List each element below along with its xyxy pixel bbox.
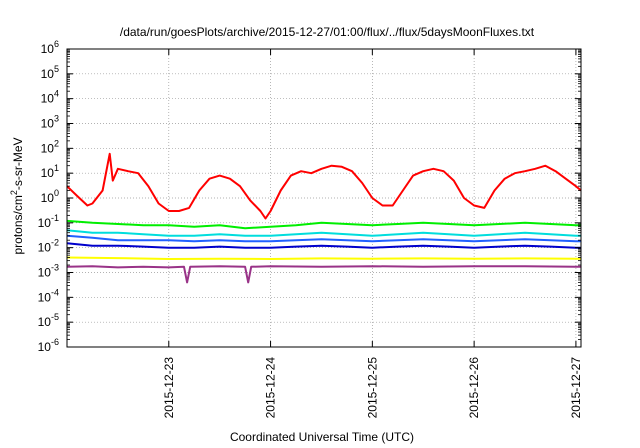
y-axis-label-sup: 2 bbox=[9, 190, 19, 195]
y-tick-label: 10-4 bbox=[38, 287, 59, 304]
series-line-5 bbox=[66, 256, 581, 260]
y-tick-label: 10-6 bbox=[38, 337, 59, 354]
y-tick-label: 10-3 bbox=[38, 263, 59, 280]
x-tick-label: 2015-12-25 bbox=[365, 357, 379, 419]
y-tick-label: 101 bbox=[41, 163, 59, 180]
y-tick-label: 10-5 bbox=[38, 312, 59, 329]
y-tick-label: 100 bbox=[41, 188, 59, 205]
chart-title: /data/run/goesPlots/archive/2015-12-27/0… bbox=[120, 25, 535, 39]
series-line-0 bbox=[66, 152, 582, 220]
x-tick-label: 2015-12-24 bbox=[264, 357, 278, 419]
grid-lines bbox=[67, 49, 581, 347]
series-layer bbox=[66, 152, 582, 284]
x-axis: 2015-12-23 2015-12-24 2015-12-25 2015-12-26… bbox=[162, 49, 583, 418]
x-tick-label: 2015-12-23 bbox=[162, 357, 176, 419]
y-tick-label: 106 bbox=[41, 39, 59, 56]
x-tick-label: 2015-12-27 bbox=[569, 357, 583, 419]
series-line-6 bbox=[66, 265, 581, 284]
y-tick-label: 105 bbox=[41, 64, 59, 81]
y-tick-label: 102 bbox=[41, 138, 59, 155]
series-line-1 bbox=[66, 219, 581, 230]
y-axis-label-rest: -s-sr-MeV bbox=[11, 137, 25, 190]
plot-frame bbox=[66, 48, 582, 348]
x-axis-label: Coordinated Universal Time (UTC) bbox=[230, 430, 414, 444]
y-tick-label: 104 bbox=[41, 89, 59, 106]
y-axis-label: protons/cm2-s-sr-MeV bbox=[9, 137, 25, 254]
y-tick-label: 10-1 bbox=[38, 213, 59, 230]
y-axis-label-base: protons/cm bbox=[11, 195, 25, 254]
x-tick-label: 2015-12-26 bbox=[467, 357, 481, 419]
series-line-3 bbox=[66, 234, 581, 243]
series-line-4 bbox=[66, 242, 581, 249]
y-axis: 10-6 10-5 10-4 10-3 10-2 10-1 100 101 102 103 104 1… bbox=[38, 39, 581, 354]
series-line-2 bbox=[66, 229, 581, 237]
y-tick-label: 10-2 bbox=[38, 238, 59, 255]
y-tick-label: 103 bbox=[41, 114, 59, 131]
